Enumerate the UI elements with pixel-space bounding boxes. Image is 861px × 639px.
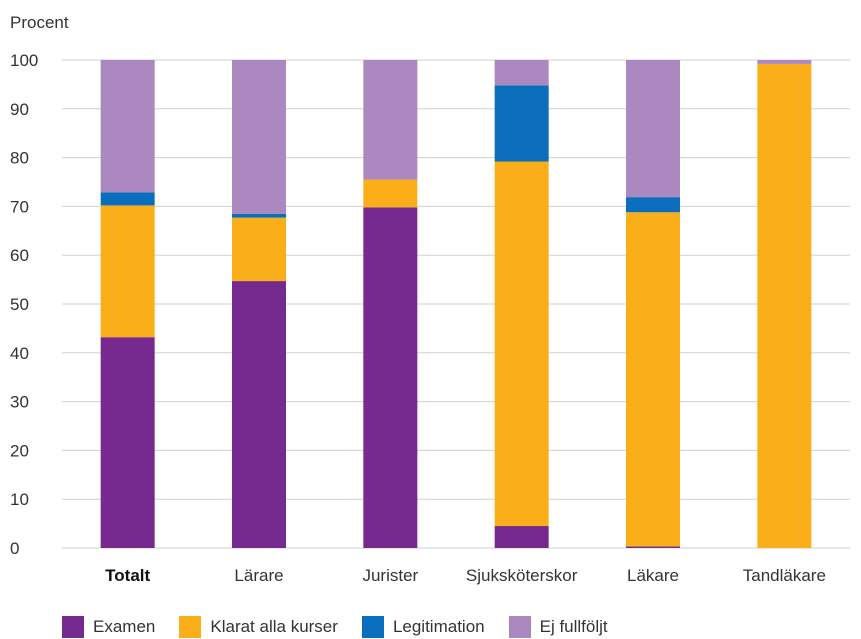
bars [100,60,812,549]
legend-label: Klarat alla kurser [210,617,338,636]
bar-segment-klarat-alla-kurser [626,212,680,547]
x-category-label: Jurister [362,566,418,585]
bar-segment-legitimation [626,197,680,213]
y-tick-label: 0 [10,539,19,558]
bar-segment-klarat-alla-kurser [757,63,812,549]
legend-swatch [179,616,202,638]
legend-item: Klarat alla kurser [179,616,338,638]
legend-label: Examen [93,617,156,636]
y-tick-label: 50 [10,295,29,314]
y-tick-label: 20 [10,441,29,460]
x-axis-categories: Totalt Lärare Jurister Sjuksköterskor Läkare… [105,566,826,585]
bar-segment-legitimation [100,192,155,206]
bar-segment-examen [363,207,418,548]
bar-segment-ej-fullf-ljt [626,60,680,198]
bar-segment-ej-fullf-ljt [363,60,418,180]
y-tick-label: 80 [10,149,29,168]
legend-swatch [62,616,84,638]
bar-segment-ej-fullf-ljt [494,60,549,86]
y-tick-label: 10 [10,490,29,509]
legend-item: Legitimation [361,616,485,638]
y-tick-label: 40 [10,344,29,363]
y-axis-ticks: 0 10 20 30 40 50 60 70 80 90 100 [10,51,38,558]
y-tick-label: 70 [10,197,29,216]
legend-item: Examen [62,616,155,638]
bar-segment-legitimation [494,85,549,162]
y-tick-label: 60 [10,246,29,265]
y-axis-unit-label: Procent [10,13,69,32]
legend-label: Legitimation [392,617,485,636]
x-category-label: Sjuksköterskor [466,566,578,585]
bar-segment-ej-fullf-ljt [100,60,155,193]
legend: Examen Klarat alla kurser Legitimation Ej f… [62,616,632,638]
y-tick-label: 90 [10,100,29,119]
bar-segment-examen [494,526,549,548]
x-category-label: Lärare [234,566,283,585]
bar-segment-examen [100,337,155,548]
bar-segment-ej-fullf-ljt [757,60,812,64]
bar-segment-klarat-alla-kurser [363,179,418,208]
x-category-label: Läkare [627,566,679,585]
legend-swatch [508,616,531,638]
stacked-bar-chart: Procent 0 10 20 30 40 50 60 70 80 90 100 Totalt Lär… [10,13,850,585]
legend-swatch [361,616,384,638]
bar-segment-klarat-alla-kurser [494,161,549,527]
gridlines [62,59,850,549]
bar-segment-legitimation [232,213,286,218]
bar-segment-examen [232,281,286,548]
x-category-label: Totalt [105,566,150,585]
y-tick-label: 30 [10,393,29,412]
y-tick-label: 100 [10,51,38,70]
legend-item: Ej fullföljt [508,616,608,638]
bar-segment-examen [626,546,680,548]
bar-segment-klarat-alla-kurser [232,217,286,282]
bar-segment-klarat-alla-kurser [100,205,155,338]
x-category-label: Tandläkare [743,566,826,585]
legend-label: Ej fullföljt [539,617,608,636]
bar-segment-ej-fullf-ljt [232,60,286,214]
